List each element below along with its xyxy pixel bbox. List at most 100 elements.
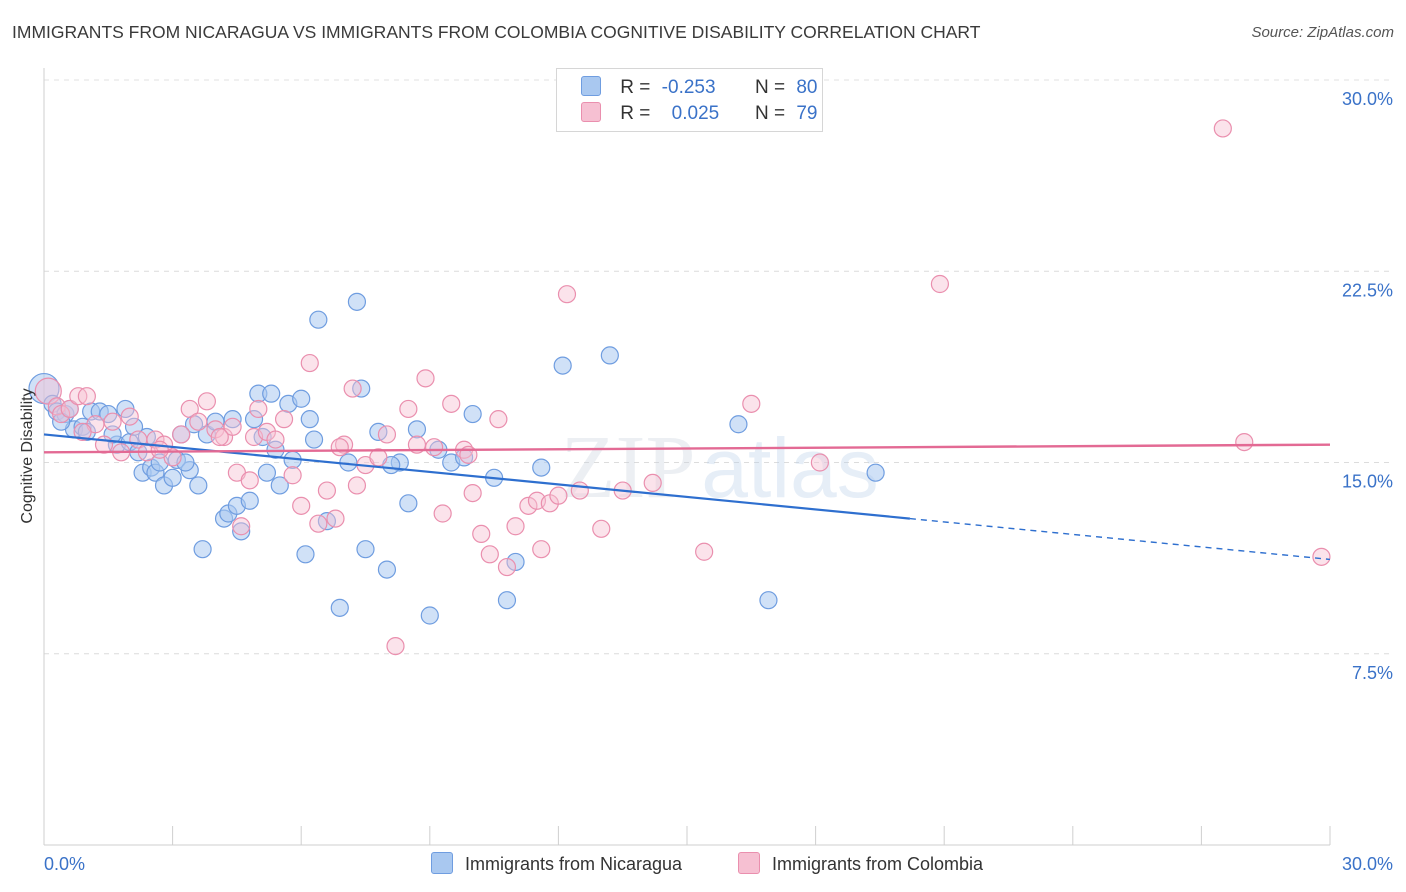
- watermark-atlas: atlas: [701, 421, 878, 515]
- legend-n-label: N =: [754, 103, 786, 124]
- nicaragua-point: [600, 346, 619, 365]
- legend-n-value: 79: [796, 103, 818, 124]
- bottom-legend-colombia: Immigrants from Colombia: [738, 852, 983, 875]
- colombia-point: [442, 394, 461, 413]
- nicaragua-point: [497, 591, 517, 610]
- colombia-point: [330, 438, 349, 457]
- nicaragua-point: [506, 552, 525, 572]
- nicaragua-point: [193, 540, 212, 559]
- colombia-point: [52, 404, 71, 424]
- colombia-point: [399, 399, 418, 419]
- legend-swatch-nicaragua: [581, 76, 601, 96]
- legend-r-value: -0.253: [661, 77, 716, 98]
- nicaragua-point: [377, 560, 397, 579]
- nicaragua-point: [866, 463, 885, 482]
- nicaragua-point: [309, 310, 328, 329]
- colombia-point: [266, 430, 285, 449]
- nicaragua-point: [347, 292, 367, 311]
- colombia-point: [240, 471, 259, 490]
- colombia-point: [377, 425, 397, 444]
- colombia-point: [532, 540, 551, 559]
- bottom-legend-swatch-colombia: [738, 852, 760, 874]
- colombia-point: [150, 440, 169, 459]
- correlation-legend: R = -0.253 N = 80 R = 0.025 N = 79: [556, 68, 823, 132]
- bottom-legend-label-colombia: Immigrants from Colombia: [772, 854, 984, 874]
- colombia-point: [1312, 547, 1331, 566]
- colombia-point: [103, 412, 122, 431]
- bottom-legend-label-nicaragua: Immigrants from Nicaragua: [465, 854, 683, 874]
- y-tick-label: 15.0%: [1342, 472, 1393, 492]
- bottom-legend-nicaragua: Immigrants from Nicaragua: [431, 852, 682, 875]
- colombia-point: [210, 427, 229, 447]
- nicaragua-point: [296, 545, 315, 564]
- nicaragua-point: [407, 420, 427, 439]
- x-tick-label: 30.0%: [1342, 854, 1393, 874]
- legend-r-value: 0.025: [671, 103, 720, 124]
- colombia-point: [317, 481, 337, 500]
- colombia-point: [274, 410, 294, 429]
- colombia-point: [347, 476, 367, 495]
- watermark: ZIP atlas: [561, 418, 879, 517]
- colombia-point: [386, 636, 405, 656]
- nicaragua-point: [759, 591, 778, 610]
- colombia-point: [292, 496, 311, 515]
- colombia-point: [549, 486, 568, 505]
- colombia-point: [180, 399, 199, 419]
- legend-swatch-colombia: [581, 102, 601, 122]
- nicaragua-trend-extension: [909, 517, 1331, 561]
- nicaragua-point: [356, 540, 375, 559]
- chart-title: IMMIGRANTS FROM NICARAGUA VS IMMIGRANTS …: [12, 22, 981, 42]
- nicaragua-point: [240, 491, 259, 510]
- colombia-point: [497, 557, 517, 577]
- legend-r-label: R =: [620, 77, 651, 98]
- tick-labels: 7.5% 15.0% 22.5% 30.0% 0.0% 30.0%: [44, 89, 1393, 874]
- colombia-point: [189, 412, 208, 431]
- colombia-point: [283, 466, 302, 485]
- grid-lines: [44, 79, 1392, 655]
- nicaragua-point: [189, 476, 208, 495]
- colombia-point: [120, 407, 139, 426]
- colombia-point: [1235, 433, 1254, 452]
- y-axis-label: Cognitive Disability: [19, 388, 36, 524]
- colombia-point: [810, 453, 829, 472]
- colombia-point: [480, 545, 499, 564]
- y-tick-label: 22.5%: [1342, 280, 1393, 300]
- colombia-point: [424, 438, 444, 457]
- colombia-point: [343, 379, 362, 398]
- colombia-points: [34, 119, 1331, 656]
- nicaragua-point: [553, 356, 572, 375]
- colombia-point: [472, 524, 491, 544]
- legend-row-colombia: R = 0.025 N = 79: [581, 102, 817, 128]
- colombia-point: [326, 509, 345, 528]
- legend-r-label: R =: [620, 103, 651, 124]
- nicaragua-point: [244, 410, 264, 429]
- colombia-point: [489, 410, 508, 429]
- nicaragua-point: [729, 415, 748, 434]
- nicaragua-point: [270, 476, 289, 495]
- y-tick-label: 30.0%: [1342, 89, 1393, 109]
- nicaragua-point: [223, 410, 242, 429]
- nicaragua-point: [330, 598, 349, 617]
- colombia-point: [232, 517, 251, 536]
- colombia-point: [592, 519, 611, 538]
- colombia-point: [643, 473, 662, 492]
- colombia-point: [197, 392, 216, 411]
- nicaragua-point: [163, 468, 182, 487]
- colombia-point: [77, 387, 96, 406]
- nicaragua-point: [420, 606, 439, 625]
- colombia-point: [742, 394, 761, 413]
- x-tick-label: 0.0%: [44, 854, 85, 874]
- nicaragua-point: [232, 522, 251, 541]
- legend-n-label: N =: [754, 77, 786, 98]
- axes: [43, 68, 1331, 846]
- colombia-point: [570, 481, 589, 500]
- colombia-point: [223, 417, 242, 436]
- colombia-point: [300, 353, 319, 373]
- colombia-point: [519, 496, 538, 515]
- nicaragua-point: [300, 410, 319, 429]
- nicaragua-point: [399, 494, 418, 513]
- legend-n-value: 80: [796, 77, 818, 98]
- colombia-point: [463, 484, 482, 503]
- colombia-point: [930, 274, 950, 294]
